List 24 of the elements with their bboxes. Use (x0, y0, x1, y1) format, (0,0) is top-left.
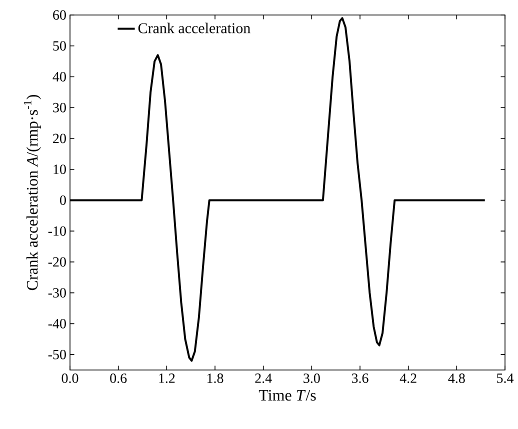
y-tick-label: 60 (53, 10, 66, 20)
y-tick-label: -20 (48, 257, 66, 267)
legend-label: Crank acceleration (138, 22, 250, 34)
y-tick-label: -10 (48, 226, 66, 236)
x-tick-label: 1.8 (207, 374, 224, 384)
x-tick-label: 0.0 (62, 374, 78, 384)
x-tick-label: 4.2 (400, 374, 416, 384)
x-tick-label: 4.8 (448, 374, 465, 384)
x-tick-label: 3.0 (304, 374, 320, 384)
y-tick-label: -40 (48, 318, 66, 328)
y-tick-label: 0 (60, 195, 66, 205)
y-tick-label: 40 (52, 72, 66, 82)
x-tick-label: 5.4 (497, 374, 514, 383)
x-tick-label: 1.2 (159, 374, 175, 384)
y-tick-label: 10 (54, 164, 66, 174)
y-tick-label: 20 (53, 134, 66, 144)
y-tick-label: -30 (48, 288, 66, 298)
x-axis-title: Time T/s (258, 390, 316, 401)
y-tick-label: 50 (53, 41, 66, 51)
x-tick-label: 3.6 (352, 374, 368, 384)
y-tick-label: -50 (48, 350, 66, 360)
x-tick-label: 0.6 (110, 374, 127, 384)
y-tick-label: 30 (53, 102, 66, 112)
x-tick-label: 2.4 (255, 374, 272, 384)
